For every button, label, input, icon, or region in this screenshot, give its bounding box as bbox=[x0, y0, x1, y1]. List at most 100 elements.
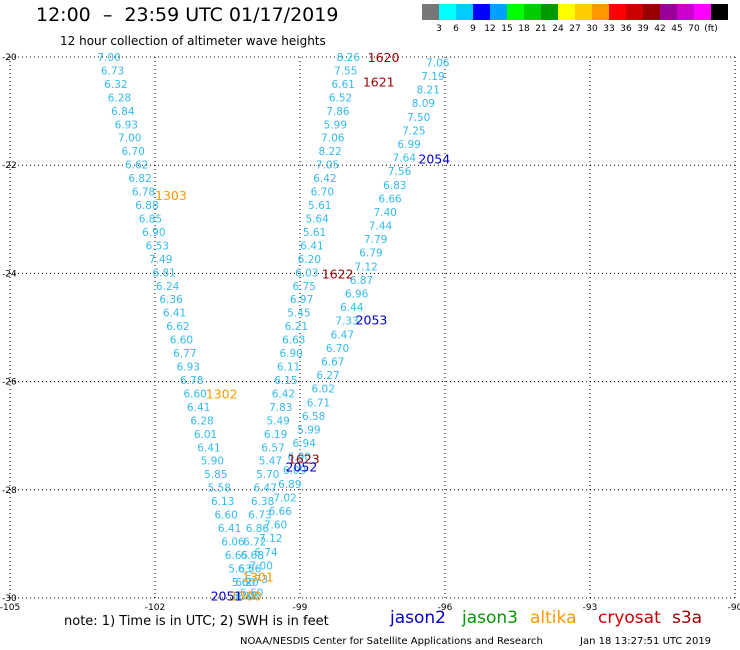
wave-height-value: 6.73 bbox=[101, 65, 124, 77]
wave-height-value: 6.67 bbox=[321, 356, 344, 368]
wave-height-value: 6.77 bbox=[173, 348, 196, 360]
legend-tick-label: 70 bbox=[688, 24, 700, 34]
wave-height-value: 5.61 bbox=[308, 200, 331, 212]
wave-height-value: 7.12 bbox=[259, 533, 282, 545]
y-tick-label: -22 bbox=[2, 161, 17, 171]
legend-swatch bbox=[592, 4, 609, 20]
legend-swatch bbox=[456, 4, 473, 20]
wave-height-value: 7.33 bbox=[335, 316, 358, 328]
wave-height-value: 6.87 bbox=[350, 275, 373, 287]
wave-height-value: 6.70 bbox=[121, 146, 144, 158]
wave-height-value: 6.90 bbox=[288, 452, 311, 464]
legend-swatch bbox=[507, 4, 524, 20]
wave-height-value: 6.75 bbox=[292, 281, 315, 293]
wave-height-value: 6.70 bbox=[326, 343, 349, 355]
wave-height-value: 6.74 bbox=[254, 547, 278, 559]
wave-height-value: 5.70 bbox=[256, 469, 279, 481]
wave-height-value: 6.28 bbox=[108, 92, 131, 104]
wave-height-value: 6.15 bbox=[274, 375, 297, 387]
wave-height-value: 7.49 bbox=[149, 254, 172, 266]
wave-height-value: 6.70 bbox=[311, 187, 334, 199]
legend-swatch bbox=[524, 4, 541, 20]
pass-label: 1623 bbox=[288, 451, 320, 466]
legend-swatch bbox=[490, 4, 507, 20]
wave-height-value: 6.38 bbox=[251, 496, 274, 508]
wave-height-value: 6.81 bbox=[152, 267, 175, 279]
wave-height-value: 7.60 bbox=[264, 520, 287, 532]
wave-height-value: 6.61 bbox=[331, 79, 354, 91]
wave-height-value: 7.06 bbox=[321, 133, 345, 145]
wave-height-value: 6.01 bbox=[233, 590, 256, 602]
wave-height-value: 6.01 bbox=[194, 429, 217, 441]
legend-tick-label: 27 bbox=[569, 24, 581, 34]
wave-height-value: 6.93 bbox=[115, 119, 138, 131]
legend-swatch bbox=[711, 4, 728, 20]
pass-label: 2052 bbox=[286, 460, 318, 475]
satellite-tracks: 7.006.736.326.286.846.937.006.706.626.82… bbox=[97, 52, 449, 602]
pass-label: 1301 bbox=[242, 569, 274, 584]
legend-tick-label: 39 bbox=[637, 24, 649, 34]
legend-tick-label: 9 bbox=[470, 24, 476, 34]
wave-height-value: 6.78 bbox=[132, 187, 155, 199]
wave-height-value: 6.03 bbox=[295, 267, 318, 279]
track-jason2_2054_2053_2052_2051: 7.06 7.19 8.218.09 7.507.25 6.99 7.647.56 6.83… bbox=[240, 57, 450, 599]
y-tick-label: -20 bbox=[2, 53, 17, 63]
x-tick-label: -105 bbox=[0, 603, 20, 613]
wave-height-value: 5.49 bbox=[266, 415, 289, 427]
wave-height-value: 7.56 bbox=[388, 166, 412, 178]
wave-height-value: 6.99 bbox=[397, 139, 420, 151]
legend-swatch bbox=[473, 4, 490, 20]
wave-height-value: 6.41 bbox=[300, 240, 323, 252]
wave-height-value: 6.44 bbox=[340, 302, 364, 314]
legend-swatch bbox=[609, 4, 626, 20]
wave-height-value: 7.02 bbox=[273, 492, 296, 504]
wave-height-value: 7.40 bbox=[374, 207, 397, 219]
wave-height-value: 6.36 bbox=[159, 294, 183, 306]
wave-height-value: 6.57 bbox=[261, 442, 284, 454]
pass-label: 2051 bbox=[211, 588, 243, 603]
wave-height-value: 6.68 bbox=[241, 550, 264, 562]
wave-height-value: 6.06 bbox=[221, 536, 245, 548]
x-tick-label: -90 bbox=[728, 603, 740, 613]
wave-height-value: 6.85 bbox=[139, 213, 162, 225]
generated-timestamp: Jan 18 13:27:51 UTC 2019 bbox=[580, 636, 712, 647]
legend-tick-label: 33 bbox=[603, 24, 615, 34]
pass-label: 1621 bbox=[363, 74, 395, 89]
wave-height-value: 6.19 bbox=[264, 429, 287, 441]
wave-height-value: 6.94 bbox=[292, 438, 316, 450]
wave-height-value: 6.28 bbox=[190, 415, 213, 427]
wave-height-value: 7.83 bbox=[269, 402, 292, 414]
wave-height-value: 6.73 bbox=[248, 510, 271, 522]
y-tick-label: -28 bbox=[2, 486, 17, 496]
wave-height-value: 6.66 bbox=[378, 193, 402, 205]
legend-swatch bbox=[694, 4, 711, 20]
wave-height-value: 5.60 bbox=[232, 577, 255, 589]
wave-height-value: 6.66 bbox=[269, 506, 293, 518]
axis-tick-labels: -105 -102 -99 -96 -93 -90 -20 -22 -24 -26 -28 -30 bbox=[0, 53, 740, 613]
wave-height-value: 6.41 bbox=[187, 402, 210, 414]
legend-tick-label: (ft) bbox=[704, 24, 718, 34]
wave-height-value: 7.06 bbox=[426, 57, 450, 69]
legend-tick-label: 6 bbox=[453, 24, 459, 34]
wave-height-value: 6.41 bbox=[163, 308, 186, 320]
pass-labels: 1303 1302 1301 1300 1620 1621 1622 1623 2054 2053… bbox=[155, 50, 450, 603]
wave-height-value: 5.85 bbox=[204, 469, 227, 481]
wave-height-value: 6.20 bbox=[298, 254, 321, 266]
wave-height-value: 6.93 bbox=[177, 362, 200, 374]
wave-height-value: 6.21 bbox=[285, 321, 308, 333]
y-tick-label: -26 bbox=[2, 378, 17, 388]
legend-swatch bbox=[660, 4, 677, 20]
legend-tick-label: 24 bbox=[552, 24, 564, 34]
wave-height-value: 8.26 bbox=[337, 52, 361, 64]
wave-height-value: 6.62 bbox=[166, 321, 189, 333]
legend-swatch bbox=[439, 4, 456, 20]
wave-height-value: 7.00 bbox=[97, 52, 120, 64]
wave-height-value: 6.41 bbox=[197, 442, 220, 454]
wave-height-value: 6.27 bbox=[316, 370, 339, 382]
legend-tick-label: 3 bbox=[436, 24, 442, 34]
wave-height-value: 6.83 bbox=[383, 180, 406, 192]
wave-height-value: 8.22 bbox=[318, 146, 341, 158]
wave-height-value: 6.71 bbox=[307, 397, 330, 409]
wave-height-value: 7.44 bbox=[369, 221, 393, 233]
